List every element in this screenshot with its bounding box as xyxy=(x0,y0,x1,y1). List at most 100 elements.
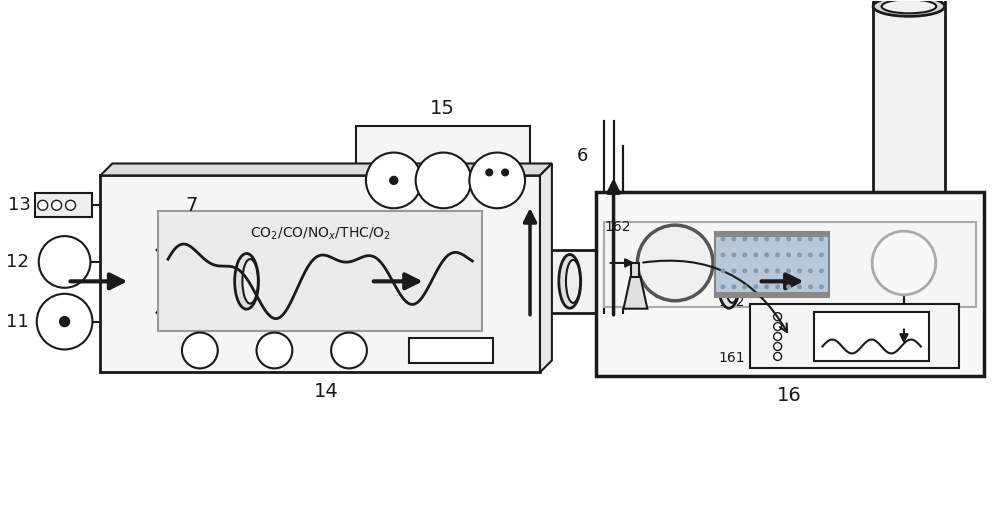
Ellipse shape xyxy=(242,259,258,304)
Bar xyxy=(814,312,929,362)
Circle shape xyxy=(753,236,758,241)
Circle shape xyxy=(720,284,725,289)
Circle shape xyxy=(775,252,780,258)
Text: 162: 162 xyxy=(604,220,630,234)
Text: 12: 12 xyxy=(6,253,29,271)
Circle shape xyxy=(872,231,936,295)
Circle shape xyxy=(774,342,782,350)
Bar xyxy=(356,126,530,235)
Bar xyxy=(750,304,959,368)
Circle shape xyxy=(502,170,508,175)
Circle shape xyxy=(742,284,747,289)
Circle shape xyxy=(808,284,813,289)
Circle shape xyxy=(819,269,824,273)
Circle shape xyxy=(786,236,791,241)
Text: SPN: SPN xyxy=(852,321,890,338)
Circle shape xyxy=(742,269,747,273)
Circle shape xyxy=(731,269,736,273)
Bar xyxy=(596,192,984,376)
Circle shape xyxy=(731,284,736,289)
Circle shape xyxy=(742,236,747,241)
Bar xyxy=(715,232,829,237)
Circle shape xyxy=(66,200,76,210)
Circle shape xyxy=(37,294,92,349)
Bar xyxy=(715,232,829,297)
Text: 15: 15 xyxy=(430,99,455,118)
Circle shape xyxy=(720,236,725,241)
Text: 13: 13 xyxy=(8,196,31,214)
Text: 7: 7 xyxy=(186,196,198,215)
Circle shape xyxy=(819,284,824,289)
Circle shape xyxy=(797,252,802,258)
Circle shape xyxy=(808,236,813,241)
Circle shape xyxy=(797,236,802,241)
Circle shape xyxy=(637,225,713,301)
Circle shape xyxy=(764,252,769,258)
Circle shape xyxy=(486,170,492,175)
Circle shape xyxy=(731,236,736,241)
Circle shape xyxy=(764,284,769,289)
Bar xyxy=(604,222,976,307)
Circle shape xyxy=(753,284,758,289)
Text: 11: 11 xyxy=(6,313,29,331)
Text: PND: PND xyxy=(660,248,690,262)
Circle shape xyxy=(366,153,422,208)
Circle shape xyxy=(819,236,824,241)
Circle shape xyxy=(720,269,725,273)
Circle shape xyxy=(39,236,90,288)
Circle shape xyxy=(797,269,802,273)
Polygon shape xyxy=(623,277,647,309)
Circle shape xyxy=(774,313,782,321)
Text: 16: 16 xyxy=(777,386,802,405)
Circle shape xyxy=(416,153,471,208)
Ellipse shape xyxy=(725,260,739,303)
Circle shape xyxy=(52,200,62,210)
Bar xyxy=(100,175,540,372)
Circle shape xyxy=(731,252,736,258)
Circle shape xyxy=(786,284,791,289)
Circle shape xyxy=(797,284,802,289)
Polygon shape xyxy=(540,164,552,372)
Bar xyxy=(409,337,493,364)
Text: CO$_2$/CO/NO$_x$/THC/O$_2$: CO$_2$/CO/NO$_x$/THC/O$_2$ xyxy=(250,225,391,241)
Ellipse shape xyxy=(566,260,580,303)
Circle shape xyxy=(742,252,747,258)
Text: 14: 14 xyxy=(314,382,339,401)
Circle shape xyxy=(774,323,782,331)
Circle shape xyxy=(808,252,813,258)
Text: 163: 163 xyxy=(653,287,680,301)
Circle shape xyxy=(774,333,782,340)
Circle shape xyxy=(390,176,398,184)
Circle shape xyxy=(775,284,780,289)
Ellipse shape xyxy=(235,254,259,309)
Text: 162: 162 xyxy=(718,295,745,309)
Circle shape xyxy=(774,352,782,361)
Circle shape xyxy=(786,269,791,273)
Bar xyxy=(715,292,829,297)
Circle shape xyxy=(808,269,813,273)
Circle shape xyxy=(775,269,780,273)
Text: 161: 161 xyxy=(718,351,745,366)
Bar xyxy=(158,211,482,331)
Text: PND: PND xyxy=(890,249,918,263)
Polygon shape xyxy=(100,164,552,175)
Circle shape xyxy=(38,200,48,210)
Circle shape xyxy=(764,236,769,241)
Bar xyxy=(157,250,853,313)
Circle shape xyxy=(720,252,725,258)
Circle shape xyxy=(786,252,791,258)
Text: 1: 1 xyxy=(671,266,680,279)
Circle shape xyxy=(764,269,769,273)
Circle shape xyxy=(60,317,70,327)
Circle shape xyxy=(753,252,758,258)
Text: 6: 6 xyxy=(576,146,588,165)
Ellipse shape xyxy=(559,255,581,308)
Text: 2: 2 xyxy=(900,266,908,278)
Circle shape xyxy=(331,333,367,368)
Circle shape xyxy=(257,333,292,368)
Circle shape xyxy=(819,252,824,258)
Ellipse shape xyxy=(718,255,740,308)
Circle shape xyxy=(753,269,758,273)
Ellipse shape xyxy=(882,0,936,13)
Ellipse shape xyxy=(873,0,945,16)
